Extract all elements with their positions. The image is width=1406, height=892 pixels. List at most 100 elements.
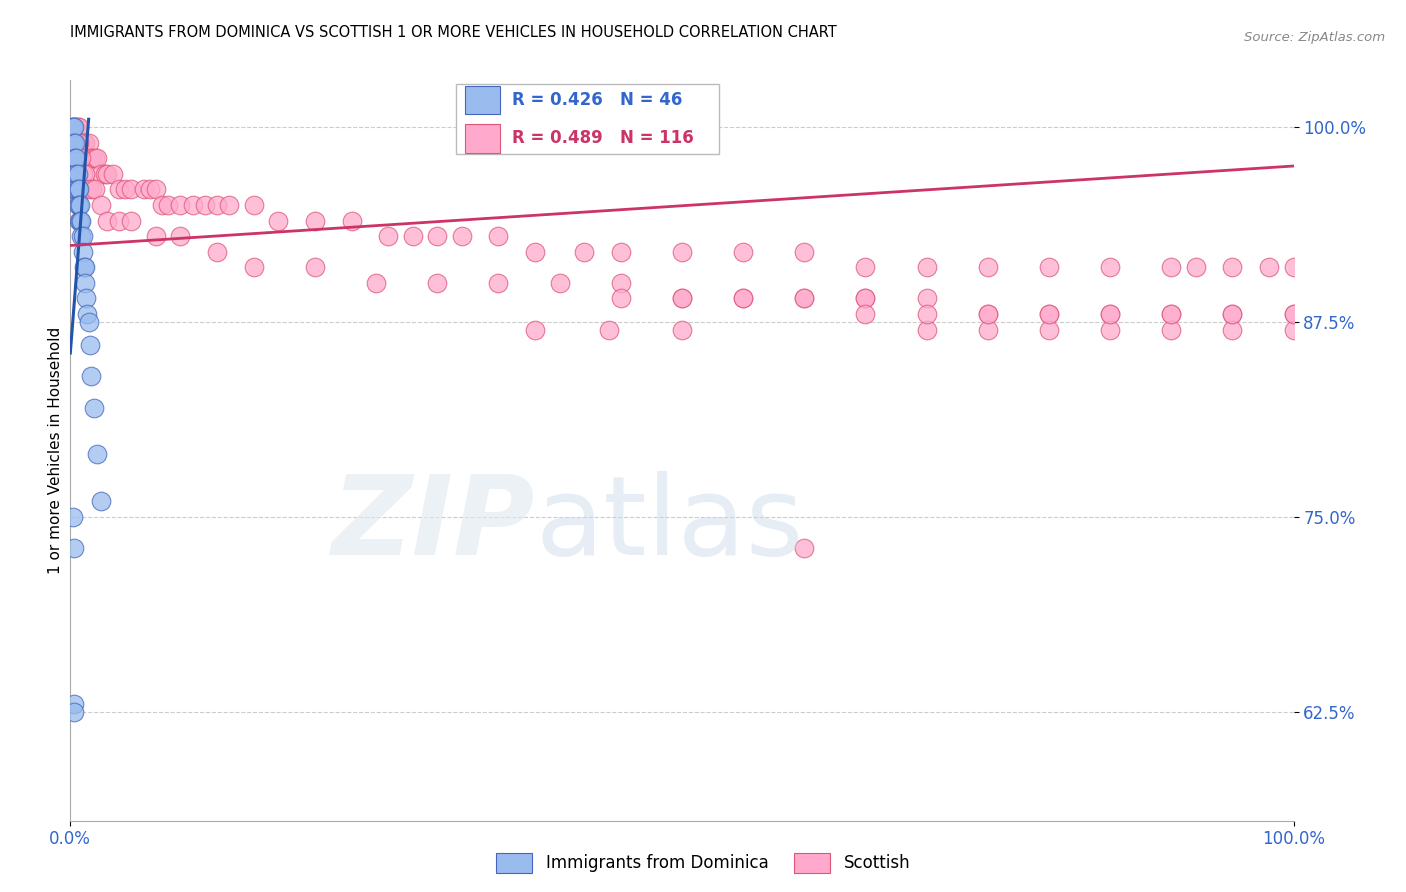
Point	[194, 198, 217, 212]
Point	[73, 136, 96, 150]
Point	[75, 292, 97, 306]
Point	[73, 276, 96, 290]
Text: R = 0.489   N = 116: R = 0.489 N = 116	[512, 129, 693, 147]
Point	[524, 323, 547, 337]
Point	[77, 315, 100, 329]
Point	[1099, 307, 1122, 321]
Point	[548, 276, 571, 290]
Point	[915, 323, 938, 337]
Point	[855, 292, 877, 306]
Point	[488, 229, 510, 244]
Point	[976, 307, 998, 321]
Text: atlas: atlas	[536, 471, 804, 578]
Point	[63, 182, 86, 196]
Point	[1099, 323, 1122, 337]
Point	[63, 151, 86, 165]
Point	[65, 167, 87, 181]
Y-axis label: 1 or more Vehicles in Household: 1 or more Vehicles in Household	[48, 326, 63, 574]
Point	[73, 136, 96, 150]
Point	[145, 182, 167, 196]
Point	[1160, 260, 1182, 275]
Point	[62, 509, 84, 524]
Point	[63, 136, 86, 150]
Point	[1282, 323, 1305, 337]
Point	[65, 136, 87, 150]
Point	[62, 167, 84, 181]
Point	[733, 292, 755, 306]
Point	[66, 198, 89, 212]
Point	[1038, 260, 1060, 275]
Point	[671, 323, 693, 337]
Point	[915, 307, 938, 321]
Point	[72, 244, 94, 259]
Point	[82, 151, 104, 165]
Point	[67, 198, 90, 212]
Point	[67, 213, 90, 227]
Point	[121, 213, 143, 227]
Point	[69, 198, 91, 212]
Point	[169, 198, 191, 212]
Point	[90, 494, 112, 508]
Point	[65, 120, 87, 134]
Point	[1038, 307, 1060, 321]
Point	[139, 182, 162, 196]
Point	[108, 182, 131, 196]
Point	[377, 229, 399, 244]
Point	[67, 136, 90, 150]
Point	[218, 198, 240, 212]
Point	[205, 198, 228, 212]
Point	[1184, 260, 1206, 275]
Point	[66, 167, 89, 181]
Point	[793, 292, 815, 306]
Point	[63, 167, 86, 181]
Point	[855, 292, 877, 306]
Point	[90, 198, 112, 212]
Point	[150, 198, 173, 212]
Point	[169, 229, 191, 244]
Point	[72, 167, 94, 181]
FancyBboxPatch shape	[465, 124, 499, 153]
Point	[793, 244, 815, 259]
Point	[101, 167, 124, 181]
Point	[1282, 307, 1305, 321]
Point	[793, 292, 815, 306]
Point	[1160, 307, 1182, 321]
Text: Source: ZipAtlas.com: Source: ZipAtlas.com	[1244, 31, 1385, 45]
Point	[63, 705, 86, 719]
Point	[976, 260, 998, 275]
Point	[67, 120, 90, 134]
Point	[60, 151, 83, 165]
Point	[83, 401, 105, 415]
Point	[62, 151, 84, 165]
Point	[402, 229, 425, 244]
Point	[243, 260, 266, 275]
Point	[1099, 307, 1122, 321]
Point	[1220, 323, 1243, 337]
Point	[63, 120, 86, 134]
Point	[77, 136, 100, 150]
Point	[915, 292, 938, 306]
Point	[66, 120, 89, 134]
Point	[1099, 260, 1122, 275]
Point	[90, 167, 112, 181]
Point	[915, 260, 938, 275]
FancyBboxPatch shape	[465, 86, 499, 114]
Point	[69, 136, 91, 150]
Text: IMMIGRANTS FROM DOMINICA VS SCOTTISH 1 OR MORE VEHICLES IN HOUSEHOLD CORRELATION: IMMIGRANTS FROM DOMINICA VS SCOTTISH 1 O…	[70, 25, 837, 39]
Point	[93, 167, 115, 181]
Point	[304, 213, 326, 227]
Point	[976, 307, 998, 321]
Point	[63, 541, 86, 555]
Point	[121, 182, 143, 196]
Point	[671, 292, 693, 306]
Point	[157, 198, 180, 212]
Point	[855, 307, 877, 321]
Point	[83, 151, 105, 165]
Point	[598, 323, 620, 337]
Point	[181, 198, 204, 212]
Point	[63, 167, 86, 181]
Point	[671, 244, 693, 259]
Point	[72, 229, 94, 244]
Point	[1258, 260, 1281, 275]
Point	[76, 307, 98, 321]
